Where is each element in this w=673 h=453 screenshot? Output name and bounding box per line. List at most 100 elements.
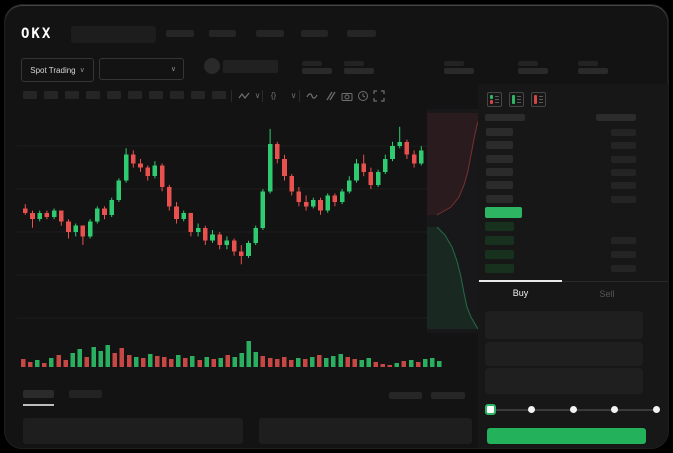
volume-bar xyxy=(112,353,118,367)
timeframe-skeleton xyxy=(23,91,37,99)
volume-bar xyxy=(63,360,68,367)
ask-amount-skeleton xyxy=(611,155,636,163)
volume-bar xyxy=(28,362,33,367)
orders-empty-row-skeleton xyxy=(23,418,243,444)
candle-body xyxy=(303,202,309,207)
candlestick-chart[interactable] xyxy=(17,109,429,335)
line-chart-style-icon[interactable] xyxy=(305,89,318,102)
candle-body xyxy=(23,208,28,213)
nav-item-skeleton[interactable] xyxy=(256,30,284,37)
orderbook-view-both-icon[interactable] xyxy=(487,92,502,107)
candle-body xyxy=(246,242,251,256)
candle-body xyxy=(239,251,244,256)
amount-input-skeleton[interactable] xyxy=(485,342,643,366)
toolbar-divider xyxy=(299,90,300,102)
candle-body xyxy=(30,212,35,220)
volume-chart xyxy=(21,341,442,367)
orders-tab-active-skeleton[interactable] xyxy=(23,390,54,398)
tab-sell[interactable]: Sell xyxy=(599,289,615,299)
timeframe-skeleton xyxy=(44,91,58,99)
orderbook-view-asks-icon[interactable] xyxy=(531,92,546,107)
chevron-down-icon[interactable]: ∨ xyxy=(290,90,297,100)
ticker-stat-value-skeleton xyxy=(578,68,608,74)
candle-body xyxy=(167,186,172,207)
buy-submit-button[interactable] xyxy=(487,428,646,444)
fullscreen-expand-icon[interactable] xyxy=(372,89,385,102)
ask-price-skeleton xyxy=(486,128,513,136)
volume-bar xyxy=(324,358,329,367)
volume-bar xyxy=(126,355,132,367)
volume-bar xyxy=(21,359,26,367)
volume-bar xyxy=(84,357,89,367)
nav-item-skeleton[interactable] xyxy=(209,30,236,37)
candle-body xyxy=(73,225,78,233)
nav-item-skeleton[interactable] xyxy=(301,30,328,37)
candle-body xyxy=(145,167,150,177)
ticker-stat-value-skeleton xyxy=(444,68,474,74)
candle-body xyxy=(159,165,165,187)
script-braces-icon[interactable]: {} xyxy=(270,91,277,100)
volume-bar xyxy=(394,363,400,367)
depth-bid-area xyxy=(427,227,478,329)
ticker-stat-label-skeleton xyxy=(518,61,538,66)
last-price-bar[interactable] xyxy=(485,207,522,218)
bid-amount-skeleton xyxy=(611,237,636,244)
volume-bar xyxy=(253,352,259,367)
candle-body xyxy=(87,221,93,237)
orderbook-price-header-skeleton xyxy=(485,114,525,121)
volume-bar xyxy=(147,354,153,367)
tab-buy[interactable]: Buy xyxy=(512,288,529,298)
compare-slashes-icon[interactable] xyxy=(323,89,336,102)
volume-bar xyxy=(119,348,125,367)
depth-ask-line xyxy=(436,112,482,216)
indicator-zigzag-icon[interactable] xyxy=(237,89,250,102)
orders-tab-skeleton[interactable] xyxy=(69,390,102,398)
volume-bar xyxy=(91,347,96,367)
chevron-down-icon: ∨ xyxy=(79,66,85,74)
coin-avatar xyxy=(204,58,220,74)
nav-item-skeleton[interactable] xyxy=(166,30,194,37)
candle-body xyxy=(419,150,424,164)
timeframe-skeleton xyxy=(149,91,163,99)
candle-body xyxy=(59,210,64,222)
candle-body xyxy=(267,143,273,192)
orders-action-skeleton[interactable] xyxy=(431,392,465,399)
slider-handle[interactable] xyxy=(484,404,496,415)
bid-amount-skeleton xyxy=(611,251,636,258)
orderbook-view-bids-icon[interactable] xyxy=(509,92,524,107)
candle-body xyxy=(282,159,287,177)
slider-stop-dot[interactable] xyxy=(652,406,660,413)
volume-bar xyxy=(359,360,364,367)
slider-stop-dot[interactable] xyxy=(528,406,535,413)
slider-stop-dot[interactable] xyxy=(611,406,618,413)
chevron-down-icon[interactable]: ∨ xyxy=(254,90,261,100)
search-input[interactable] xyxy=(71,26,156,43)
timeframe-skeleton xyxy=(170,91,184,99)
volume-bar xyxy=(98,351,104,367)
nav-item-skeleton[interactable] xyxy=(347,30,376,37)
settings-clock-icon[interactable] xyxy=(356,89,369,102)
total-input-skeleton[interactable] xyxy=(485,368,643,394)
volume-bar xyxy=(133,357,139,367)
bid-price-skeleton xyxy=(485,236,514,245)
volume-bar xyxy=(183,358,188,367)
orders-action-skeleton[interactable] xyxy=(389,392,422,399)
volume-bar xyxy=(303,359,308,367)
price-input-skeleton[interactable] xyxy=(485,311,643,339)
volume-bar xyxy=(105,345,111,367)
pair-name-skeleton xyxy=(223,60,278,73)
volume-bar xyxy=(274,359,280,367)
volume-bar xyxy=(77,349,82,367)
timeframe-skeleton xyxy=(212,91,226,99)
screenshot-camera-icon[interactable] xyxy=(340,89,353,102)
candle-body xyxy=(44,212,50,218)
candle-body xyxy=(66,221,71,233)
okx-logo[interactable]: OKX xyxy=(21,26,53,42)
candle-body xyxy=(174,206,179,220)
market-type-selector[interactable]: Spot Trading ∨ xyxy=(21,58,94,82)
slider-stop-dot[interactable] xyxy=(569,406,577,413)
candle-body xyxy=(138,163,143,168)
ask-amount-skeleton xyxy=(611,129,636,136)
pair-selector-dropdown[interactable]: ∨ xyxy=(99,58,184,80)
candle-body xyxy=(411,154,417,164)
